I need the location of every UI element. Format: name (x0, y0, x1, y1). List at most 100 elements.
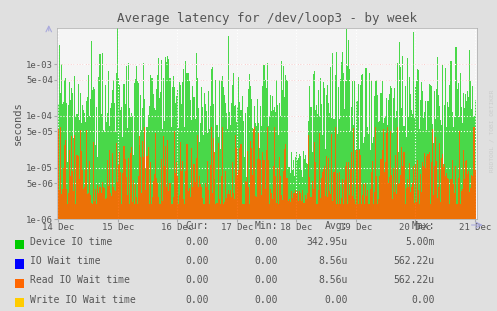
Bar (176, 162, 177, 219)
Bar (255, 123, 256, 219)
Bar (331, 134, 332, 219)
Bar (475, 170, 476, 219)
Bar (76, 116, 77, 219)
Bar (166, 63, 167, 219)
Bar (222, 127, 223, 219)
Bar (160, 204, 161, 219)
Bar (74, 138, 75, 219)
Bar (95, 188, 96, 219)
Bar (162, 202, 163, 219)
Bar (210, 106, 211, 219)
Bar (196, 158, 197, 219)
Bar (420, 174, 421, 219)
Bar (118, 165, 119, 219)
Bar (233, 73, 234, 219)
Bar (377, 95, 378, 219)
Bar (105, 85, 106, 219)
Bar (403, 56, 404, 219)
Bar (196, 53, 197, 219)
Bar (456, 47, 457, 219)
Bar (372, 161, 373, 219)
Bar (179, 82, 180, 219)
Bar (415, 86, 416, 219)
Text: 0.00: 0.00 (185, 256, 209, 266)
Bar (242, 95, 243, 219)
Bar (225, 171, 226, 219)
Bar (315, 110, 316, 219)
Bar (142, 141, 143, 219)
Bar (285, 144, 286, 219)
Bar (292, 198, 293, 219)
Bar (296, 152, 297, 219)
Bar (456, 204, 457, 219)
Bar (468, 170, 469, 219)
Bar (129, 109, 130, 219)
Text: 0.00: 0.00 (255, 256, 278, 266)
Bar (452, 112, 453, 219)
Bar (83, 110, 84, 219)
Bar (77, 114, 78, 219)
Bar (446, 173, 447, 219)
Bar (306, 163, 307, 219)
Bar (153, 181, 154, 219)
Bar (362, 195, 363, 219)
Bar (411, 187, 412, 219)
Bar (275, 112, 276, 219)
Bar (381, 159, 382, 219)
Bar (238, 175, 239, 219)
Bar (358, 151, 360, 219)
Bar (136, 197, 137, 219)
Bar (65, 78, 66, 219)
Bar (435, 137, 436, 219)
Bar (182, 82, 183, 219)
Bar (218, 143, 219, 219)
Bar (462, 123, 463, 219)
Bar (301, 170, 302, 219)
Bar (419, 204, 420, 219)
Bar (418, 190, 419, 219)
Bar (126, 177, 127, 219)
Bar (243, 204, 244, 219)
Bar (454, 193, 455, 219)
Bar (412, 114, 413, 219)
Bar (457, 89, 458, 219)
Bar (152, 197, 153, 219)
Bar (94, 89, 95, 219)
Bar (173, 87, 174, 219)
Bar (110, 193, 111, 219)
Bar (347, 204, 348, 219)
Bar (422, 162, 423, 219)
Bar (112, 90, 113, 219)
Bar (412, 183, 413, 219)
Text: Max:: Max: (412, 220, 435, 230)
Bar (118, 78, 119, 219)
Bar (220, 204, 221, 219)
Bar (333, 172, 334, 219)
Bar (168, 59, 169, 219)
Bar (435, 119, 436, 219)
Bar (353, 125, 354, 219)
Bar (151, 78, 152, 219)
Bar (67, 162, 68, 219)
Bar (378, 199, 379, 219)
Bar (467, 174, 468, 219)
Bar (432, 123, 433, 219)
Bar (145, 99, 146, 219)
Bar (340, 79, 341, 219)
Bar (163, 136, 164, 219)
Bar (285, 76, 286, 219)
Bar (337, 204, 338, 219)
Bar (413, 32, 414, 219)
Bar (282, 200, 283, 219)
Bar (407, 58, 408, 219)
Bar (278, 204, 279, 219)
Text: Device IO time: Device IO time (30, 237, 112, 247)
Bar (379, 176, 381, 219)
Bar (251, 99, 252, 219)
Bar (409, 77, 410, 219)
Bar (266, 127, 268, 219)
Bar (448, 107, 449, 219)
Bar (366, 196, 367, 219)
Bar (438, 95, 439, 219)
Bar (274, 107, 275, 219)
